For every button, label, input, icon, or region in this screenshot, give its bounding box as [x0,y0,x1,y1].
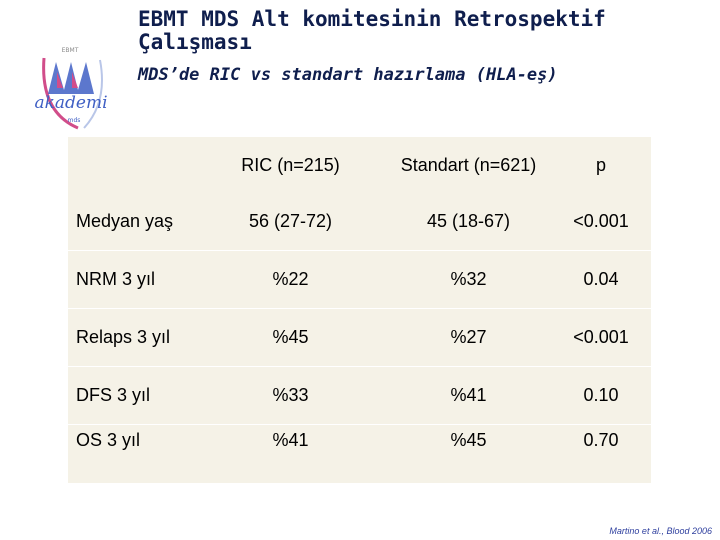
row-p: 0.10 [583,385,619,405]
logo-bottom-text: mds [68,117,81,124]
row-label: OS 3 yıl [76,429,141,450]
row-p: <0.001 [573,211,629,231]
row-label: DFS 3 yıl [76,385,151,405]
header-standart: Standart (n=621) [400,154,537,175]
citation: Martino et al., Blood 2006 [609,526,712,536]
row-label: NRM 3 yıl [76,269,156,289]
row-standart: %27 [450,327,487,347]
row-ric: %22 [272,269,309,289]
row-ric: %41 [272,429,309,450]
table-header-row: RIC (n=215) Standart (n=621) p [68,137,651,193]
page-subtitle: MDS’de RIC vs standart hazırlama (HLA-eş… [138,65,558,85]
row-p: 0.04 [583,269,619,289]
logo-text: akademi [34,93,107,113]
row-standart: 45 (18-67) [426,211,511,231]
row-p: <0.001 [573,327,629,347]
row-p: 0.70 [583,429,619,450]
row-label: Medyan yaş [76,211,174,231]
header-ric: RIC (n=215) [241,154,340,175]
logo-top-text: EBMT [62,47,79,54]
row-ric: %45 [272,327,309,347]
akademi-logo: EBMT akademi mds [30,42,112,134]
row-ric: 56 (27-72) [248,211,333,231]
table-row: NRM 3 yıl %22 %32 0.04 [68,251,651,309]
row-ric: %33 [272,385,309,405]
row-standart: %32 [450,269,487,289]
table-row: Medyan yaş 56 (27-72) 45 (18-67) <0.001 [68,193,651,251]
page-title: EBMT MDS Alt komitesinin Retrospektif Ça… [138,7,606,54]
table-row: Relaps 3 yıl %45 %27 <0.001 [68,309,651,367]
row-standart: %41 [450,385,487,405]
table-row: OS 3 yıl %41 %45 0.70 [68,425,651,455]
row-standart: %45 [450,429,487,450]
table-row: DFS 3 yıl %33 %41 0.10 [68,367,651,425]
comparison-table: RIC (n=215) Standart (n=621) p Medyan ya… [68,137,651,483]
header-p: p [595,154,606,175]
row-label: Relaps 3 yıl [76,327,171,347]
